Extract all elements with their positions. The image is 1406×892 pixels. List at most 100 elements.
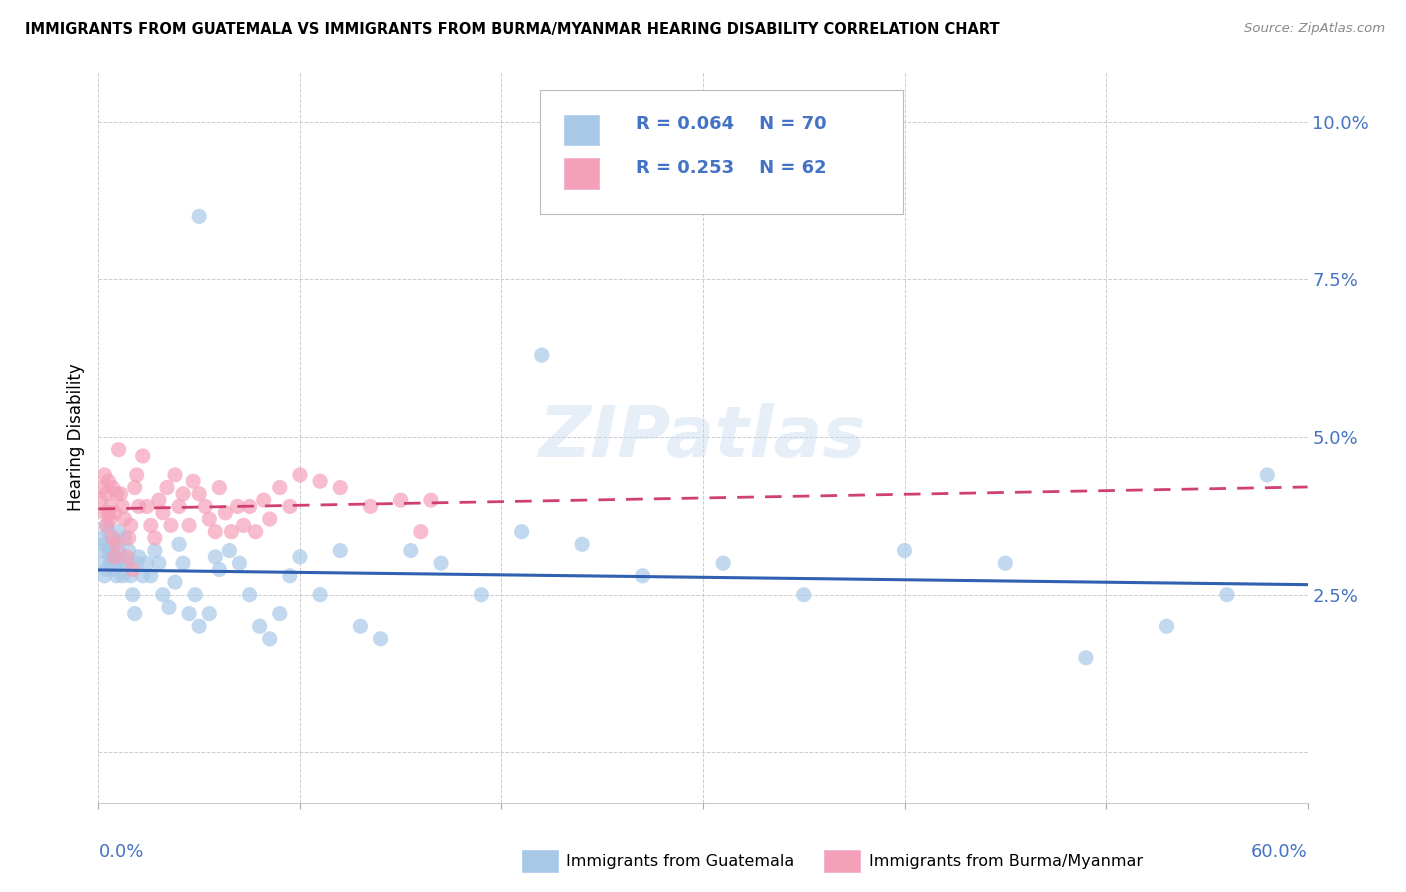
Point (218, 543, 240, 558)
Point (125, 467, 148, 482)
Point (100, 500, 122, 514)
Bar (564, 114, 599, 145)
Point (269, 607, 291, 621)
Point (208, 562, 231, 576)
Point (167, 500, 190, 514)
Point (118, 543, 141, 558)
Point (121, 588, 143, 602)
Point (188, 487, 211, 501)
Point (91, 481, 114, 495)
Point (120, 518, 142, 533)
Point (172, 556, 194, 570)
Point (93, 506, 115, 520)
Point (309, 474, 332, 488)
Point (409, 524, 432, 539)
Point (152, 506, 174, 520)
Point (239, 588, 262, 602)
Point (470, 588, 492, 602)
Point (288, 467, 311, 482)
Point (124, 481, 146, 495)
Point (114, 531, 136, 545)
Point (179, 607, 201, 621)
Point (631, 569, 654, 583)
Point (96, 518, 118, 533)
Point (120, 569, 142, 583)
Point (152, 588, 174, 602)
Y-axis label: Hearing Disability: Hearing Disability (66, 363, 84, 511)
Point (101, 531, 124, 545)
Point (360, 500, 382, 514)
Point (253, 493, 276, 508)
Point (124, 607, 146, 621)
Point (105, 569, 128, 583)
Point (893, 543, 915, 558)
Point (194, 500, 217, 514)
Point (103, 549, 125, 564)
Point (105, 556, 128, 570)
Point (179, 518, 201, 533)
Text: Immigrants from Guatemala: Immigrants from Guatemala (567, 854, 794, 869)
Point (160, 518, 183, 533)
Point (118, 531, 141, 545)
Bar (522, 850, 558, 872)
Point (103, 562, 125, 576)
Point (329, 543, 352, 558)
Point (110, 487, 132, 501)
Point (259, 512, 281, 526)
Point (128, 549, 150, 564)
Point (143, 531, 166, 545)
Point (125, 556, 148, 570)
Point (111, 569, 134, 583)
Point (530, 348, 553, 362)
Point (135, 556, 157, 570)
Point (91, 543, 114, 558)
Point (97, 474, 120, 488)
Point (96, 518, 118, 533)
Point (1256, 467, 1278, 482)
Bar (824, 850, 860, 872)
Point (135, 500, 157, 514)
Point (188, 210, 211, 224)
Point (430, 556, 453, 570)
Point (100, 549, 122, 564)
Point (239, 500, 262, 514)
Point (101, 537, 124, 551)
Point (148, 556, 170, 570)
Point (163, 467, 186, 482)
Point (1156, 619, 1178, 633)
Point (139, 518, 162, 533)
Point (994, 556, 1017, 570)
Point (793, 588, 815, 602)
Point (105, 487, 128, 501)
Point (226, 500, 249, 514)
Point (111, 500, 134, 514)
Point (89, 493, 111, 508)
Point (100, 512, 122, 526)
Point (93, 467, 115, 482)
Point (221, 524, 243, 539)
Point (101, 481, 124, 495)
Text: R = 0.253    N = 62: R = 0.253 N = 62 (637, 159, 827, 177)
Point (114, 512, 136, 526)
Point (349, 619, 371, 633)
Point (204, 524, 226, 539)
Point (128, 500, 150, 514)
Point (132, 569, 155, 583)
Point (139, 569, 162, 583)
Point (110, 556, 132, 570)
Point (163, 575, 186, 590)
Point (143, 543, 166, 558)
Point (228, 556, 250, 570)
Point (510, 524, 533, 539)
Point (115, 549, 138, 564)
Point (232, 518, 254, 533)
Text: Immigrants from Burma/Myanmar: Immigrants from Burma/Myanmar (869, 854, 1143, 869)
Point (370, 632, 392, 646)
Point (89, 531, 111, 545)
Point (167, 537, 190, 551)
Text: R = 0.064    N = 70: R = 0.064 N = 70 (637, 115, 827, 133)
FancyBboxPatch shape (540, 90, 903, 214)
Point (93, 569, 115, 583)
Point (399, 543, 422, 558)
Point (107, 524, 129, 539)
